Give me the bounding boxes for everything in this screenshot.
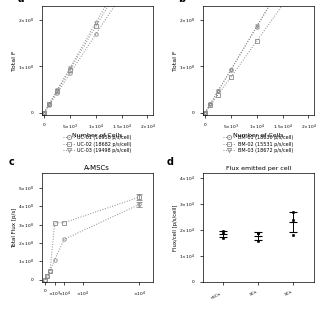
Point bbox=[221, 235, 226, 240]
Text: d: d bbox=[167, 156, 174, 166]
X-axis label: Number of Cells: Number of Cells bbox=[72, 133, 122, 138]
Legend: BM-01 (18630 p/s/cell), BM-02 (15531 p/s/cell), BM-03 (18672 p/s/cell): BM-01 (18630 p/s/cell), BM-02 (15531 p/s… bbox=[223, 135, 293, 153]
Point bbox=[290, 209, 295, 214]
Text: a: a bbox=[17, 0, 24, 4]
Title: Flux emitted per cell: Flux emitted per cell bbox=[226, 166, 291, 171]
Point bbox=[221, 231, 226, 236]
Point bbox=[290, 233, 295, 238]
X-axis label: Number of Cells: Number of Cells bbox=[233, 133, 283, 138]
Point bbox=[221, 229, 226, 234]
Text: c: c bbox=[8, 156, 14, 166]
Y-axis label: Flux/cell [p/s/cell]: Flux/cell [p/s/cell] bbox=[173, 204, 178, 251]
Y-axis label: Total F: Total F bbox=[12, 51, 17, 71]
Y-axis label: Total Flux [p/s]: Total Flux [p/s] bbox=[12, 207, 17, 248]
Point bbox=[256, 231, 261, 236]
Legend: UC-01 (16958 p/s/cell), UC-02 (18682 p/s/cell), UC-03 (19498 p/s/cell): UC-01 (16958 p/s/cell), UC-02 (18682 p/s… bbox=[63, 135, 132, 153]
Title: A-MSCs: A-MSCs bbox=[84, 165, 110, 171]
Point bbox=[290, 217, 295, 222]
Point bbox=[256, 231, 261, 236]
Point bbox=[256, 239, 261, 244]
Text: b: b bbox=[178, 0, 185, 4]
Y-axis label: Total F: Total F bbox=[173, 51, 178, 71]
